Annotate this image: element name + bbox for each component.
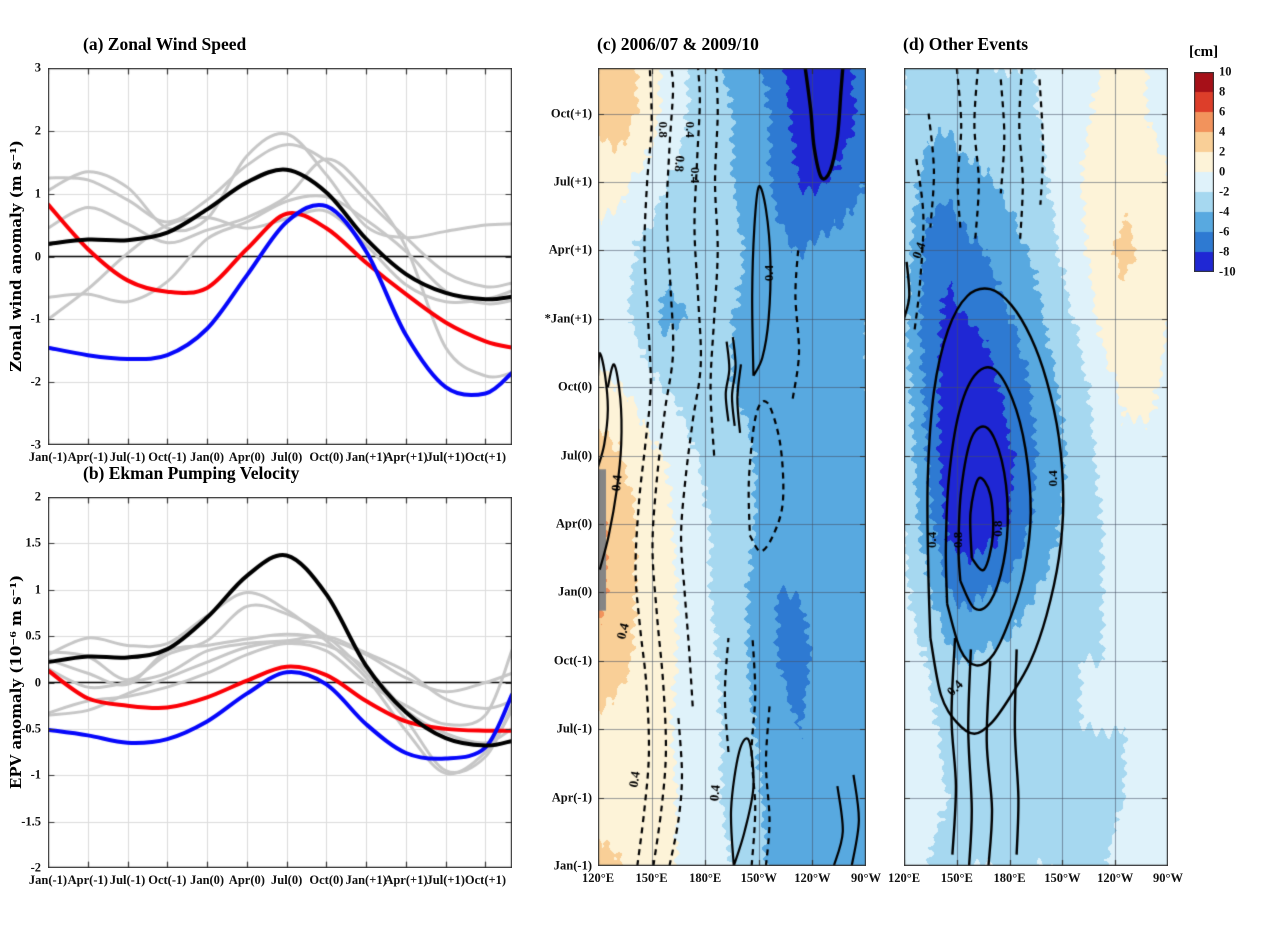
colorbar-canvas [1194, 72, 1214, 272]
ytick-label: 2 [34, 489, 41, 504]
ytick-label: -1.5 [21, 814, 41, 829]
panel-d-title: (d) Other Events [903, 34, 1029, 54]
ytick-label: Oct(0) [557, 379, 592, 394]
xtick-label: 150°E [940, 871, 973, 885]
ytick-label: *Jan(+1) [544, 311, 592, 326]
xtick-label: Jan(-1) [28, 450, 68, 464]
xtick-label: 90°W [1153, 871, 1183, 885]
xtick-label: Jan(+1) [345, 873, 387, 887]
xtick-label: Jan(+1) [345, 450, 387, 464]
xtick-label: 150°W [1044, 871, 1081, 885]
xtick-label: Apr(+1) [384, 873, 428, 887]
ytick-label: Jan(-1) [553, 858, 592, 873]
xtick-label: Oct(+1) [464, 450, 507, 464]
panel-d-hovmoller-canvas [904, 68, 1168, 866]
ytick-label: Jul(0) [560, 448, 592, 463]
ytick-label: 1 [34, 582, 41, 597]
ytick-label: 3 [34, 60, 41, 75]
ytick-label: -3 [30, 437, 41, 452]
panel-a-plot-canvas [48, 68, 512, 445]
xtick-label: Jul(+1) [426, 873, 465, 887]
xtick-label: Jul(-1) [109, 450, 146, 464]
xtick-label: 180°E [689, 871, 722, 885]
xtick-label: Oct(+1) [464, 873, 507, 887]
ytick-label: -2 [30, 374, 41, 389]
xtick-label: 120°E [581, 871, 615, 885]
xtick-label: Apr(0) [228, 873, 265, 887]
colorbar-tick-label: -8 [1219, 244, 1230, 259]
colorbar-tick-label: 0 [1219, 164, 1226, 179]
ytick-label: -0.5 [21, 721, 41, 736]
ytick-label: Jul(+1) [553, 174, 592, 189]
ytick-label: Oct(+1) [550, 106, 592, 121]
colorbar-tick-label: 2 [1219, 144, 1226, 159]
ytick-label: 0 [34, 675, 41, 689]
xtick-label: Oct(-1) [148, 873, 187, 887]
xtick-label: Jan(0) [190, 873, 225, 887]
colorbar-tick-label: -2 [1219, 184, 1230, 199]
ytick-label: Jul(-1) [556, 721, 592, 736]
xtick-label: 120°W [1097, 871, 1134, 885]
colorbar-tick-label: -6 [1219, 224, 1230, 239]
xtick-label: 180°E [993, 871, 1026, 885]
xtick-label: Apr(+1) [384, 450, 428, 464]
ytick-label: -1 [30, 311, 41, 326]
xtick-label: 120°W [794, 871, 831, 885]
ytick-label: -1 [30, 767, 41, 782]
xtick-label: 120°E [887, 871, 921, 885]
ytick-label: -2 [30, 860, 41, 875]
xtick-label: Jul(0) [271, 450, 303, 464]
colorbar-tick-label: 10 [1219, 64, 1232, 79]
xtick-label: Oct(0) [309, 450, 344, 464]
ytick-label: Apr(0) [555, 516, 592, 531]
panel-b-ylabel: EPV anomaly (10⁻⁶ m s⁻¹) [7, 574, 25, 790]
ytick-label: 1.5 [25, 535, 41, 550]
ytick-label: Jan(0) [557, 584, 592, 599]
xtick-label: Oct(0) [309, 873, 344, 887]
xtick-label: Apr(0) [228, 450, 265, 464]
panel-c-hovmoller-canvas [598, 68, 866, 866]
ytick-label: 0 [34, 249, 41, 263]
xtick-label: Jan(0) [190, 450, 225, 464]
xtick-label: Apr(-1) [67, 873, 108, 887]
colorbar-tick-label: 8 [1219, 84, 1226, 99]
ytick-label: Apr(+1) [548, 242, 592, 257]
colorbar-tick-label: -4 [1219, 204, 1230, 219]
colorbar-title: [cm] [1189, 44, 1219, 60]
xtick-label: 150°E [635, 871, 668, 885]
ytick-label: 1 [34, 186, 41, 201]
ytick-label: Oct(-1) [553, 653, 592, 668]
xtick-label: Jul(0) [271, 873, 303, 887]
xtick-label: 150°W [740, 871, 777, 885]
xtick-label: Oct(-1) [148, 450, 187, 464]
xtick-label: Jul(-1) [109, 873, 146, 887]
colorbar-tick-label: -10 [1219, 264, 1236, 279]
xtick-label: 90°W [851, 871, 881, 885]
colorbar-tick-label: 4 [1219, 124, 1226, 139]
panel-a-title: (a) Zonal Wind Speed [83, 34, 247, 54]
ytick-label: Apr(-1) [551, 790, 592, 805]
ytick-label: 2 [34, 123, 41, 138]
panel-a-ylabel: Zonal wind anomaly (m s⁻¹) [7, 140, 25, 372]
panel-c-title: (c) 2006/07 & 2009/10 [597, 34, 759, 54]
panel-b-title: (b) Ekman Pumping Velocity [83, 463, 300, 483]
xtick-label: Jul(+1) [426, 450, 465, 464]
colorbar-tick-label: 6 [1219, 104, 1226, 119]
panel-b-plot-canvas [48, 497, 512, 868]
xtick-label: Apr(-1) [67, 450, 108, 464]
xtick-label: Jan(-1) [28, 873, 68, 887]
ytick-label: 0.5 [25, 628, 41, 643]
